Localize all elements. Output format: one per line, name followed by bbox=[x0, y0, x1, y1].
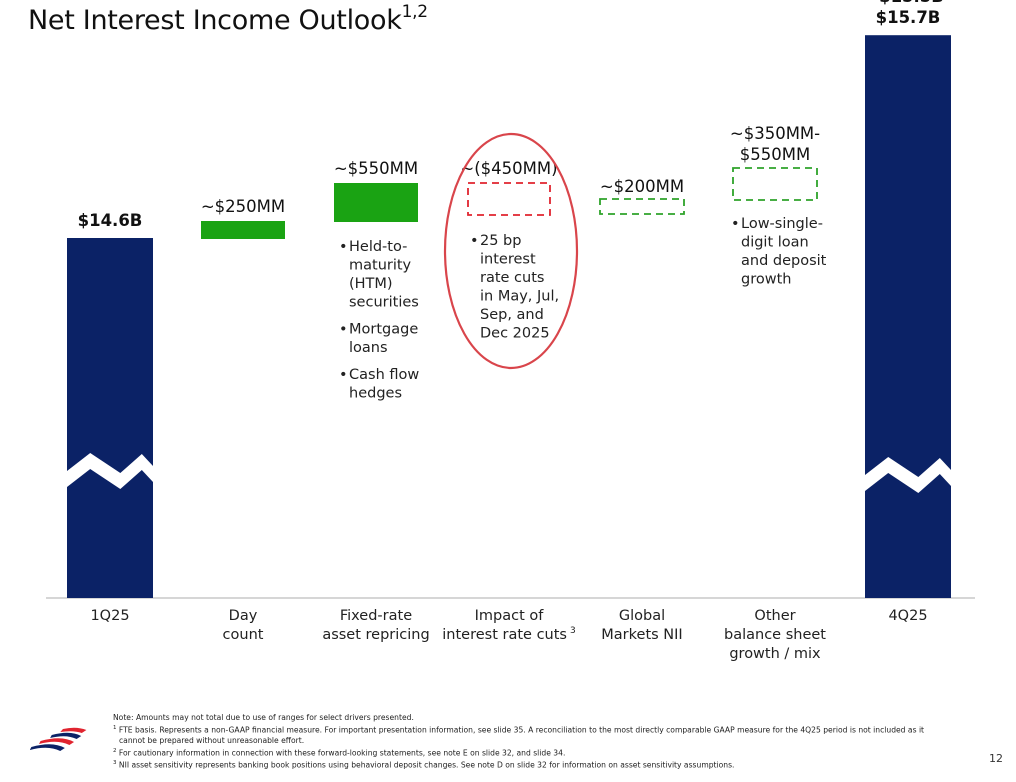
annotation-text-2-2-0: Cash flow bbox=[349, 367, 419, 383]
waterfall-chart: $14.6B ~$250MM ~$550MM ~($450MM) ~$200MM ~$35… bbox=[46, 0, 975, 662]
page-title: Net Interest Income Outlook1,2 bbox=[28, 2, 428, 36]
footnote-3-marker: 3 bbox=[113, 760, 117, 767]
bar-5 bbox=[732, 167, 818, 201]
bar-2 bbox=[334, 183, 418, 222]
category-label-5-0: Other bbox=[754, 608, 795, 624]
bar-0 bbox=[67, 238, 153, 598]
annotation-text-3-0-3: in May, Jul, bbox=[480, 289, 559, 305]
footnote-3-text: NII asset sensitivity represents banking… bbox=[118, 760, 735, 770]
page-number: 12 bbox=[989, 752, 1003, 765]
category-label-6-0: 4Q25 bbox=[888, 608, 927, 624]
bar-4 bbox=[599, 198, 685, 215]
bar-6 bbox=[865, 35, 951, 598]
bar-3 bbox=[467, 182, 551, 216]
footnote-3: 3 NII asset sensitivity represents banki… bbox=[113, 758, 983, 771]
annotation-text-2-2-1: hedges bbox=[349, 386, 402, 402]
bar-1 bbox=[201, 221, 285, 239]
annotation-bullet-3-0: • bbox=[470, 233, 479, 249]
annotation-text-3-0-1: interest bbox=[480, 252, 536, 268]
annotation-text-5-0-2: and deposit bbox=[741, 253, 827, 269]
footnote-2-text: For cautionary information in connection… bbox=[118, 748, 566, 758]
annotation-text-2-1-1: loans bbox=[349, 340, 388, 356]
category-label-3-0: Impact of bbox=[475, 608, 545, 624]
category-label-5-1: balance sheet bbox=[724, 627, 826, 643]
bar-value-label-4-0: ~$200MM bbox=[600, 177, 684, 196]
bar-value-label-5-0: ~$350MM- bbox=[730, 124, 820, 143]
annotation-bullet-2-0: • bbox=[339, 239, 348, 255]
annotation-bullet-2-2: • bbox=[339, 367, 348, 383]
bar-value-label-0-0: $14.6B bbox=[78, 211, 143, 230]
category-label-2-0: Fixed-rate bbox=[340, 608, 412, 624]
footnote-2: 2 For cautionary information in connecti… bbox=[113, 746, 983, 759]
annotation-bullet-5-0: • bbox=[731, 216, 740, 232]
category-label-1-0: Day bbox=[229, 608, 258, 624]
annotation-text-2-0-3: securities bbox=[349, 295, 419, 311]
annotation-text-5-0-1: digit loan bbox=[741, 235, 809, 251]
footnote-1-text: FTE basis. Represents a non-GAAP financi… bbox=[118, 725, 925, 735]
bar-value-label-2-0: ~$550MM bbox=[334, 159, 418, 178]
annotation-text-3-0-0: 25 bp bbox=[480, 233, 521, 249]
axis-break-6 bbox=[865, 457, 951, 493]
annotation-text-3-0-2: rate cuts bbox=[480, 270, 544, 286]
footnote-1-continued: cannot be prepared without unreasonable … bbox=[119, 735, 305, 745]
axis-break-0 bbox=[67, 453, 153, 489]
bar-value-label-5-1: $550MM bbox=[740, 145, 810, 164]
category-label-3-1: interest rate cuts 3 bbox=[442, 626, 575, 643]
footnote-2-marker: 2 bbox=[113, 747, 117, 754]
highlight-circle bbox=[443, 132, 579, 370]
title-superscript: 1,2 bbox=[401, 2, 428, 22]
annotation-text-3-0-4: Sep, and bbox=[480, 307, 544, 323]
category-label-4-1: Markets NII bbox=[601, 627, 682, 643]
annotation-bullet-2-1: • bbox=[339, 322, 348, 338]
category-label-superscript: 3 bbox=[570, 626, 576, 636]
footnotes: Note: Amounts may not total due to use o… bbox=[113, 713, 983, 771]
category-label-0-0: 1Q25 bbox=[90, 608, 129, 624]
category-label-4-0: Global bbox=[619, 608, 665, 624]
annotation-text-5-0-3: growth bbox=[741, 272, 791, 288]
category-label-1-1: count bbox=[223, 627, 264, 643]
bar-value-label-3-0: ~($450MM) bbox=[460, 159, 557, 178]
annotation-text-3-0-5: Dec 2025 bbox=[480, 326, 550, 342]
bar-value-label-6-0: ~$15.5B- bbox=[865, 0, 950, 6]
annotation-text-2-0-0: Held-to- bbox=[349, 239, 407, 255]
footnote-note: Note: Amounts may not total due to use o… bbox=[113, 713, 414, 722]
annotation-text-2-1-0: Mortgage bbox=[349, 322, 418, 338]
footnote-1: 1 FTE basis. Represents a non-GAAP finan… bbox=[113, 723, 983, 736]
annotation-text-5-0-0: Low-single- bbox=[741, 216, 823, 232]
footnote-1-marker: 1 bbox=[113, 725, 117, 731]
annotation-text-2-0-2: (HTM) bbox=[349, 276, 393, 292]
category-label-2-1: asset repricing bbox=[322, 627, 429, 643]
category-label-5-2: growth / mix bbox=[729, 646, 821, 662]
annotation-text-2-0-1: maturity bbox=[349, 258, 412, 274]
page-title-text: Net Interest Income Outlook bbox=[28, 5, 402, 36]
bar-value-label-6-1: $15.7B bbox=[876, 8, 941, 27]
bar-value-label-1-0: ~$250MM bbox=[201, 197, 285, 216]
bank-flag-logo bbox=[30, 727, 87, 751]
